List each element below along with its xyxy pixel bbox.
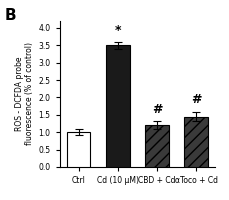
Text: *: * (114, 24, 120, 37)
Y-axis label: ROS - DCFDA probe
fluorescence (% of control): ROS - DCFDA probe fluorescence (% of con… (15, 42, 34, 145)
Text: B: B (5, 8, 16, 23)
Bar (66, 132, 90, 167)
Bar (144, 125, 168, 167)
Text: #: # (151, 103, 161, 116)
Bar (184, 117, 207, 167)
Bar (106, 45, 129, 167)
Text: #: # (190, 93, 201, 106)
